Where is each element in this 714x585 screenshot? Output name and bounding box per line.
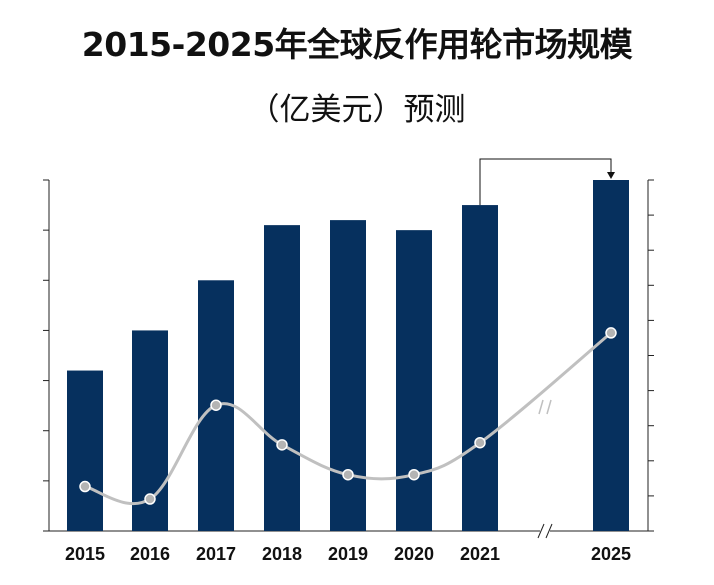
x-tick-label: 2015: [65, 544, 105, 564]
line-break-mark: [538, 399, 544, 415]
x-tick-label: 2016: [130, 544, 170, 564]
bar-2025: [593, 180, 629, 531]
chart-subtitle: （亿美元）预测: [248, 92, 466, 128]
x-tick-label: 2017: [196, 544, 236, 564]
chart-title: 2015-2025年全球反作用轮市场规模: [81, 25, 633, 64]
x-tick-label: 2018: [262, 544, 302, 564]
line-break-gap: [535, 398, 555, 416]
x-axis-break-gap: [540, 523, 550, 539]
annotation: [479, 158, 615, 206]
line-point-2020: [408, 468, 420, 481]
line-point-2021: [474, 436, 486, 449]
line-series: [84, 331, 612, 506]
x-tick-label: 2019: [328, 544, 368, 564]
x-tick-label: 2025: [591, 544, 631, 564]
growth-line: [79, 327, 617, 506]
line-point-2019: [342, 468, 354, 481]
line-point-2025: [605, 327, 617, 339]
annotation-connector: [479, 158, 612, 206]
line-point-2017: [210, 399, 222, 411]
bar-2015: [67, 370, 103, 531]
bar-2020: [396, 230, 432, 531]
x-axis-break-mark: [537, 523, 545, 539]
line-point-2018: [276, 439, 288, 451]
x-tick-label: 2021: [460, 544, 500, 564]
line-point-2016: [144, 493, 156, 505]
bar-2019: [330, 220, 366, 531]
bar-2021: [462, 205, 498, 532]
x-axis-break-mark: [545, 523, 553, 539]
line-break-mark: [546, 399, 552, 415]
line-point-2015: [79, 480, 91, 493]
annotation-arrowhead: [607, 172, 615, 179]
x-axis-ticks: 2015 2016 2017 2018 2019 2020 2021 2025: [65, 544, 631, 564]
bar-2018: [264, 225, 300, 531]
x-tick-label: 2020: [394, 544, 434, 564]
